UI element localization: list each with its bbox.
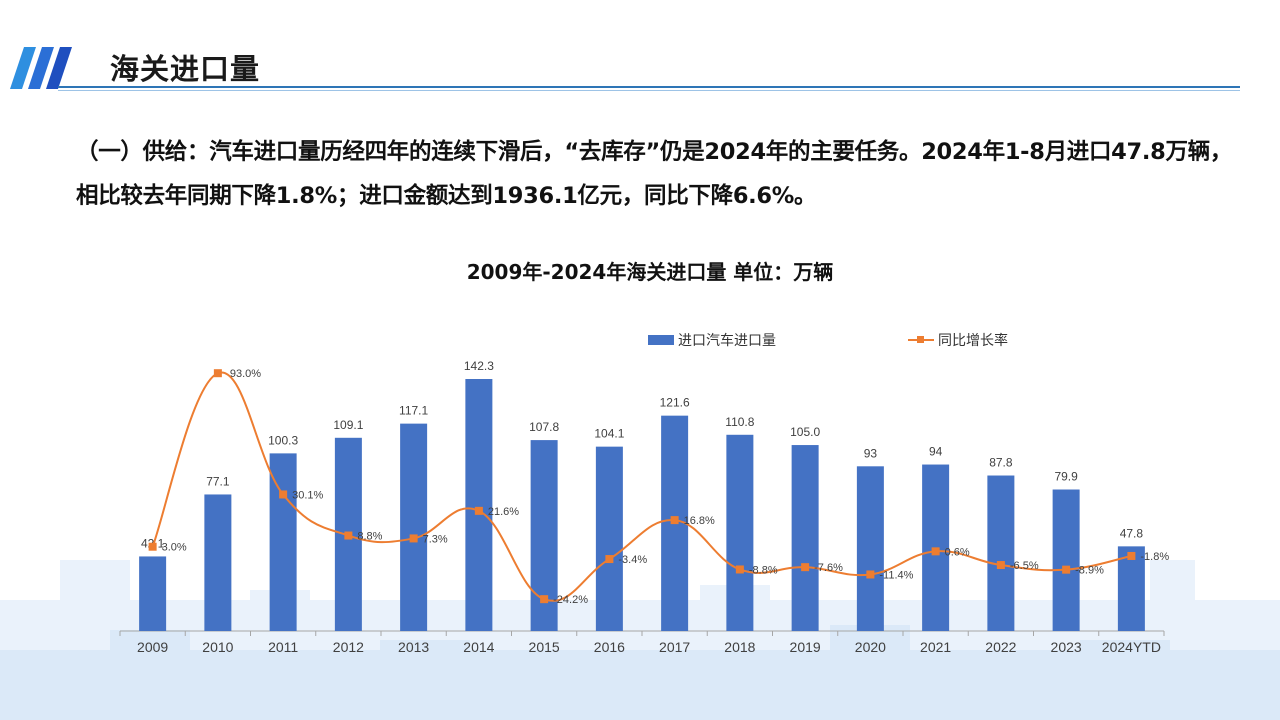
bar-value-label: 94 <box>929 445 943 459</box>
line-value-label: -6.5% <box>1010 560 1039 572</box>
bar <box>400 423 428 631</box>
x-tick-label: 2018 <box>724 639 755 655</box>
line-value-label: 8.8% <box>357 531 382 543</box>
line-point <box>866 570 875 579</box>
x-tick-label: 2012 <box>333 639 364 655</box>
line-point <box>670 516 679 525</box>
bar-value-label: 87.8 <box>989 456 1013 470</box>
line-value-label: -8.8% <box>749 564 778 576</box>
line-point <box>931 547 940 556</box>
line-value-label: -3.4% <box>618 554 647 566</box>
line-point <box>409 534 418 543</box>
bar-value-label: 142.3 <box>464 359 494 373</box>
x-tick-label: 2010 <box>202 639 233 655</box>
line-point <box>148 542 157 551</box>
line-value-label: -1.8% <box>1140 551 1169 563</box>
line-value-label: -8.9% <box>1075 565 1104 577</box>
bar <box>269 453 297 631</box>
header-divider <box>58 86 1240 88</box>
bar-value-label: 107.8 <box>529 420 559 434</box>
x-tick-label: 2020 <box>855 639 886 655</box>
legend-line-swatch <box>908 335 934 345</box>
bar-value-label: 79.9 <box>1054 470 1078 484</box>
line-point <box>996 561 1005 570</box>
bar <box>595 446 623 631</box>
x-tick-label: 2013 <box>398 639 429 655</box>
bar-value-label: 117.1 <box>399 404 428 418</box>
line-value-label: 0.6% <box>945 546 970 558</box>
bar-value-label: 100.3 <box>268 433 298 447</box>
bar-value-label: 105.0 <box>790 425 820 439</box>
bar <box>791 445 819 631</box>
bar <box>204 494 232 631</box>
bar <box>1117 546 1145 631</box>
line-value-label: 93.0% <box>230 368 261 380</box>
legend-item-bar: 进口汽车进口量 <box>648 330 776 350</box>
x-tick-label: 2017 <box>659 639 690 655</box>
line-value-label: -11.4% <box>879 569 913 581</box>
bar <box>856 466 884 631</box>
line-value-label: -7.6% <box>814 562 843 574</box>
line-point <box>1062 565 1071 574</box>
x-tick-label: 2024YTD <box>1102 639 1161 655</box>
bar-value-label: 121.6 <box>660 396 690 410</box>
bar <box>139 556 167 631</box>
header-divider-thin <box>58 90 1240 91</box>
x-tick-label: 2016 <box>594 639 625 655</box>
x-tick-label: 2011 <box>268 639 298 655</box>
x-tick-label: 2023 <box>1051 639 1082 655</box>
bar-value-label: 47.8 <box>1120 526 1144 540</box>
legend-item-line: 同比增长率 <box>908 330 1008 350</box>
bar-value-label: 93 <box>864 446 878 460</box>
line-value-label: 21.6% <box>488 506 519 518</box>
bar <box>726 434 754 631</box>
line-point <box>474 506 483 515</box>
line-value-label: 3.0% <box>162 542 187 554</box>
header: 海关进口量 <box>0 40 1280 100</box>
line-value-label: 30.1% <box>292 489 323 501</box>
decorative-stripes-icon <box>10 47 72 89</box>
bar-value-label: 109.1 <box>333 418 363 432</box>
legend-label-line: 同比增长率 <box>938 333 1008 349</box>
bar-value-label: 104.1 <box>594 427 624 441</box>
legend-label-bar: 进口汽车进口量 <box>678 333 776 349</box>
bar-value-label: 77.1 <box>206 474 230 488</box>
x-tick-label: 2019 <box>790 639 821 655</box>
x-tick-label: 2022 <box>985 639 1016 655</box>
bar <box>987 475 1015 631</box>
line-point <box>540 595 549 604</box>
line-value-label: 16.8% <box>684 515 715 527</box>
growth-rate-line <box>151 371 1132 602</box>
line-point <box>344 531 353 540</box>
line-point <box>1127 551 1136 560</box>
x-tick-label: 2014 <box>463 639 494 655</box>
line-value-label: -24.2% <box>553 594 588 606</box>
x-tick-label: 2015 <box>529 639 560 655</box>
bar <box>465 379 493 631</box>
bar <box>1052 489 1080 631</box>
line-point <box>279 490 288 499</box>
line-point <box>801 563 810 572</box>
legend-bar-swatch <box>648 335 674 345</box>
line-point <box>605 555 614 564</box>
line-point <box>213 369 222 378</box>
x-tick-label: 2021 <box>920 639 951 655</box>
chart-title: 2009年-2024年海关进口量 单位：万辆 <box>466 260 834 284</box>
bar-value-label: 110.8 <box>725 415 754 429</box>
x-tick-label: 2009 <box>137 639 168 655</box>
page-title: 海关进口量 <box>110 52 261 86</box>
summary-text: （一）供给：汽车进口量历经四年的连续下滑后，“去库存”仍是2024年的主要任务。… <box>76 139 1233 209</box>
line-point <box>735 565 744 574</box>
line-value-label: 7.3% <box>423 533 448 545</box>
